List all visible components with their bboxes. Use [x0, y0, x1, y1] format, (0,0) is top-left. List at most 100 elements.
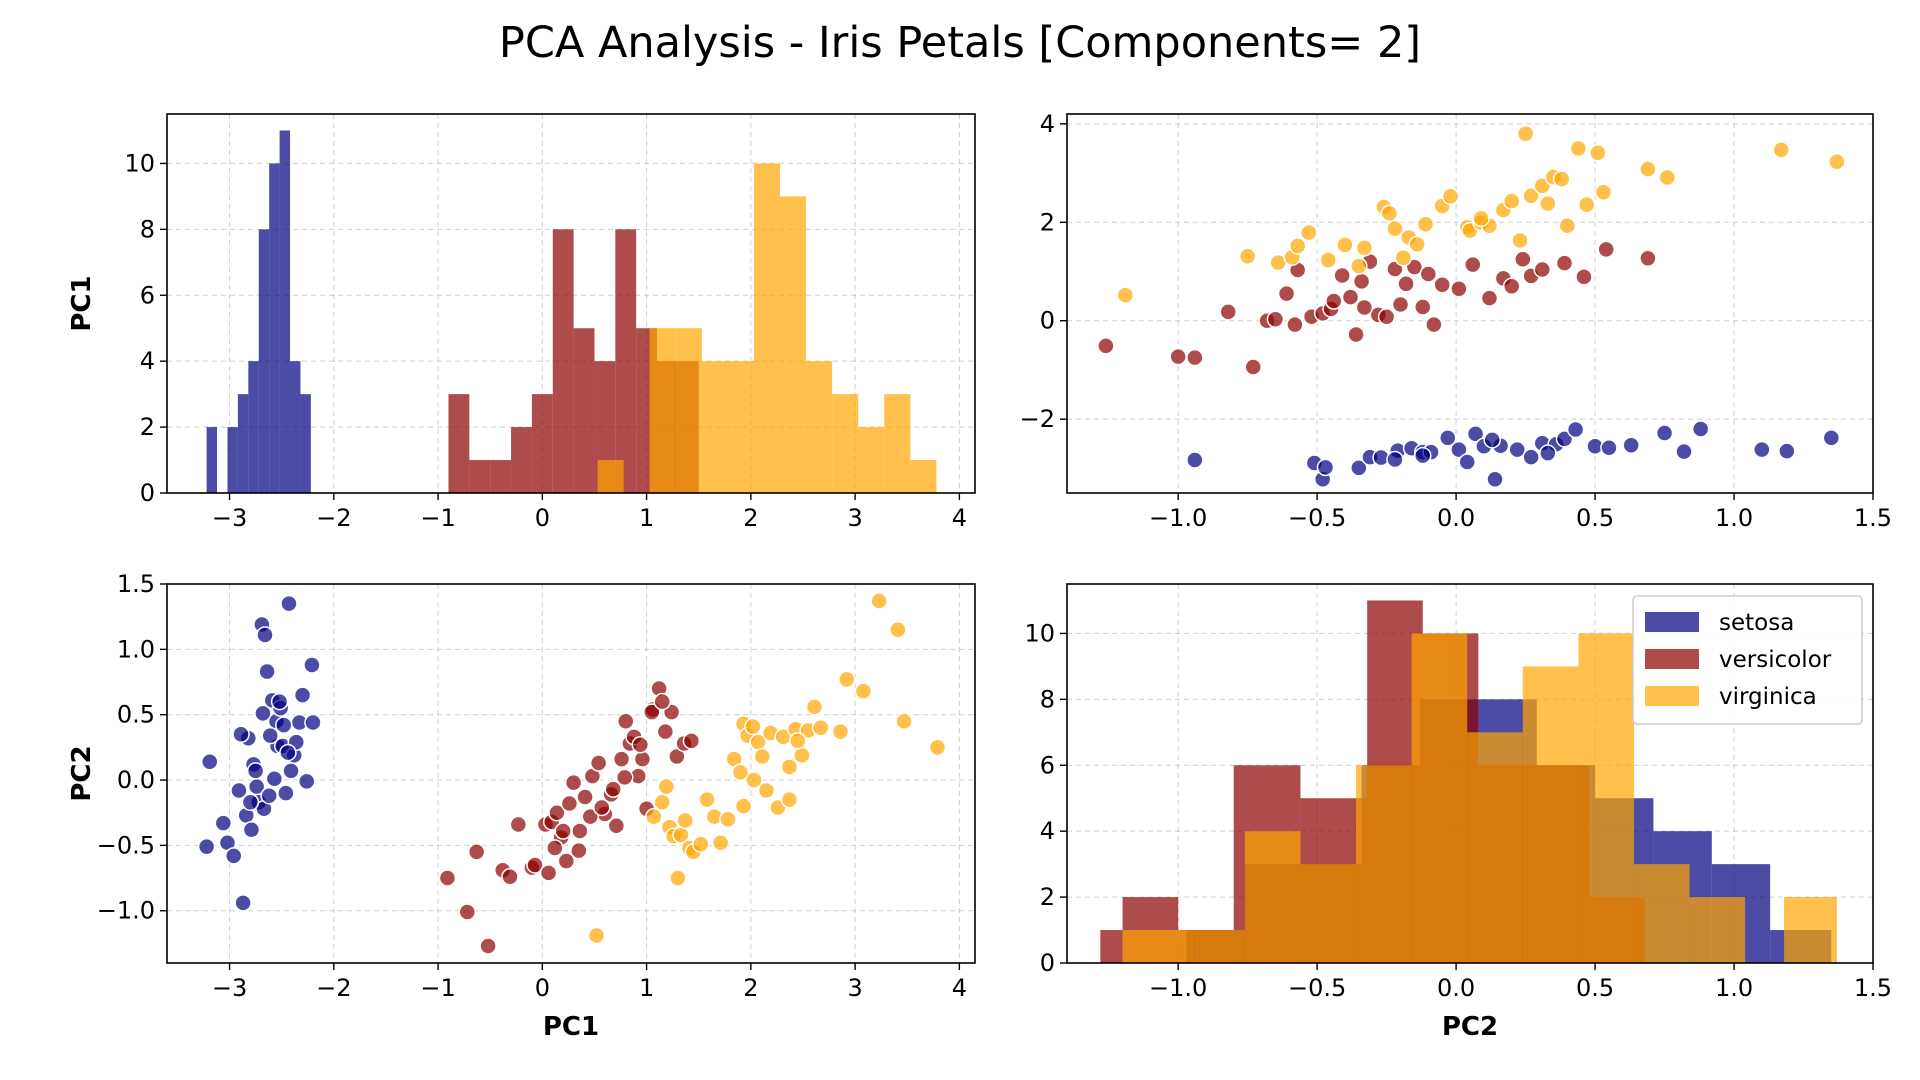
point-setosa	[293, 686, 312, 704]
bar-virginica	[597, 460, 624, 493]
point-versicolor	[643, 703, 661, 721]
point-versicolor	[1377, 308, 1396, 326]
point-virginica	[1300, 223, 1318, 242]
point-versicolor	[581, 807, 600, 826]
point-setosa	[1566, 420, 1585, 439]
y-tick-label: −0.5	[97, 831, 155, 859]
bar-virginica	[1689, 897, 1746, 963]
bar-virginica	[1244, 831, 1301, 963]
point-versicolor	[1397, 275, 1415, 293]
point-virginica	[1594, 183, 1613, 202]
x-tick-label: 0.0	[1437, 504, 1475, 532]
bar-virginica	[910, 460, 937, 493]
point-setosa	[1386, 450, 1404, 469]
y-tick-label: 8	[1040, 685, 1055, 713]
point-virginica	[1539, 194, 1557, 213]
point-setosa	[277, 784, 295, 802]
bar-versicolor	[1100, 930, 1123, 963]
point-setosa	[197, 837, 216, 856]
point-setosa	[297, 772, 316, 791]
point-virginica	[789, 732, 807, 750]
point-virginica	[1577, 195, 1596, 214]
point-virginica	[889, 620, 907, 639]
point-versicolor	[631, 735, 650, 754]
point-virginica	[1552, 170, 1571, 188]
bar-virginica	[1522, 666, 1579, 963]
y-tick-label: 0.0	[117, 766, 155, 794]
point-setosa	[241, 793, 260, 812]
point-versicolor	[554, 822, 572, 840]
point-setosa	[282, 762, 300, 780]
x-tick-label: −1	[420, 504, 455, 532]
point-setosa	[1350, 459, 1368, 477]
point-virginica	[1472, 209, 1490, 228]
point-virginica	[1288, 237, 1307, 255]
y-tick-label: 4	[1040, 110, 1055, 138]
point-versicolor	[539, 864, 558, 882]
point-versicolor	[1433, 276, 1451, 294]
point-virginica	[753, 747, 772, 766]
point-setosa	[1483, 431, 1501, 449]
point-setosa	[1414, 446, 1432, 465]
point-virginica	[1516, 124, 1535, 143]
x-tick-label: 0	[535, 974, 550, 1002]
y-tick-label: 2	[1040, 883, 1055, 911]
point-setosa	[280, 594, 298, 613]
bar-versicolor	[511, 427, 532, 493]
legend-label-virginica: virginica	[1719, 684, 1817, 710]
axes-frame	[166, 113, 976, 494]
legend-swatch-versicolor	[1645, 649, 1699, 669]
point-virginica	[1336, 236, 1354, 254]
legend-label-versicolor: versicolor	[1719, 647, 1832, 673]
point-virginica	[653, 793, 671, 812]
y-tick-label: 6	[1040, 751, 1055, 779]
point-virginica	[780, 758, 799, 776]
plot-area	[1100, 600, 1837, 963]
bar-virginica	[1578, 633, 1634, 963]
point-versicolor	[467, 843, 486, 861]
pc1-hist: −3 −2 −1 0 1 2 3 4 0 2 4 6 8 10 PC1	[67, 113, 976, 532]
y-tick-label: 0.5	[117, 701, 155, 729]
point-versicolor	[560, 794, 579, 813]
point-versicolor	[633, 750, 652, 768]
point-versicolor	[1277, 284, 1296, 303]
bar-setosa	[206, 427, 218, 493]
bar-virginica	[780, 196, 807, 493]
point-setosa	[261, 726, 279, 745]
y-tick-label: 1.0	[117, 635, 155, 663]
axes-frame	[166, 583, 976, 964]
point-versicolor	[682, 732, 701, 750]
bar-virginica	[1633, 864, 1690, 963]
point-setosa	[1522, 448, 1540, 466]
x-tick-label: 2	[743, 504, 758, 532]
bar-virginica	[1784, 897, 1837, 963]
legend-label-setosa: setosa	[1719, 610, 1794, 636]
y-tick-label: 6	[140, 281, 155, 309]
point-virginica	[1116, 286, 1135, 304]
point-versicolor	[1391, 295, 1410, 314]
x-axis-label: PC2	[1442, 1012, 1498, 1042]
point-virginica	[793, 746, 811, 764]
point-virginica	[1511, 231, 1529, 250]
x-tick-label: 1.0	[1715, 504, 1753, 532]
bar-virginica	[1122, 930, 1195, 963]
point-versicolor	[1514, 250, 1532, 268]
point-versicolor	[1186, 348, 1204, 367]
point-virginica	[711, 834, 730, 852]
point-virginica	[1522, 186, 1540, 205]
point-versicolor	[589, 754, 608, 772]
plot-area	[206, 130, 937, 493]
point-virginica	[757, 781, 776, 800]
point-versicolor	[616, 712, 635, 730]
point-versicolor	[656, 722, 675, 741]
y-tick-label: 0	[140, 479, 155, 507]
point-versicolor	[1597, 240, 1615, 259]
point-versicolor	[1325, 292, 1343, 310]
point-setosa	[214, 814, 233, 832]
point-virginica	[1394, 248, 1413, 267]
point-setosa	[1691, 420, 1710, 438]
point-versicolor	[1333, 266, 1351, 285]
y-tick-label: 0	[1040, 307, 1055, 335]
point-virginica	[1658, 168, 1677, 187]
